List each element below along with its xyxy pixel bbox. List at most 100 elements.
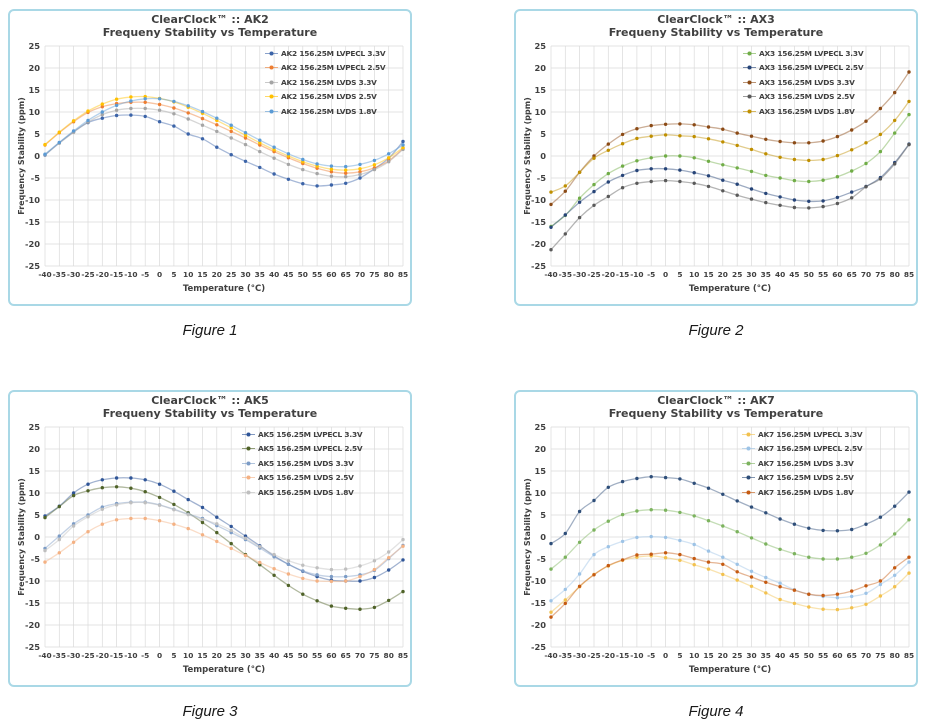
legend-marker-icon [242,446,255,451]
svg-text:-25: -25 [587,270,600,279]
svg-text:-10: -10 [630,270,643,279]
legend-marker-icon [265,65,278,70]
svg-text:-15: -15 [25,598,40,608]
svg-text:55: 55 [818,270,828,279]
svg-text:-40: -40 [544,270,557,279]
chart-subtitle: Frequeny Stability vs Temperature [608,407,824,420]
legend-item: AK2 156.25M LVPECL 3.3V [265,48,386,59]
svg-text:-10: -10 [531,195,546,205]
legend: AK2 156.25M LVPECL 3.3V AK2 156.25M LVPEC… [265,48,386,117]
svg-text:0: 0 [540,532,546,542]
svg-text:0: 0 [663,651,668,660]
svg-text:25: 25 [28,422,40,432]
legend-marker-icon [743,94,756,99]
legend-label: AK7 156.25M LVPECL 3.3V [758,430,863,439]
svg-text:-30: -30 [573,651,586,660]
svg-text:15: 15 [534,466,546,476]
svg-text:-5: -5 [141,651,149,660]
legend-marker-icon [743,109,756,114]
svg-text:65: 65 [341,651,351,660]
svg-text:-35: -35 [53,651,66,660]
svg-text:0: 0 [157,270,162,279]
chart-title: ClearClock™ :: AX3 [657,13,775,26]
svg-text:-40: -40 [544,651,557,660]
svg-text:50: 50 [804,270,814,279]
legend-marker-icon [742,461,755,466]
legend-item: AK5 156.25M LVDS 1.8V [242,487,362,498]
legend-label: AX3 156.25M LVDS 3.3V [759,77,855,87]
svg-text:-30: -30 [67,651,80,660]
svg-text:75: 75 [875,270,885,279]
legend-label: AK7 156.25M LVDS 3.3V [758,458,854,468]
svg-text:5: 5 [677,270,682,279]
svg-text:-35: -35 [53,270,66,279]
svg-text:10: 10 [689,651,699,660]
svg-text:-35: -35 [559,651,572,660]
svg-text:30: 30 [746,651,756,660]
svg-text:20: 20 [534,444,546,454]
svg-text:-15: -15 [616,651,629,660]
figure-caption-4: Figure 4 [688,703,744,720]
legend-item: AK5 156.25M LVDS 3.3V [242,458,362,469]
svg-text:-10: -10 [25,576,40,586]
svg-text:30: 30 [746,270,756,279]
svg-text:-5: -5 [647,270,655,279]
legend-item: AK2 156.25M LVDS 1.8V [265,106,385,117]
svg-text:-20: -20 [25,620,40,630]
svg-text:5: 5 [34,129,40,139]
svg-text:-10: -10 [124,270,137,279]
svg-text:80: 80 [384,270,394,279]
legend-label: AK5 156.25M LVPECL 2.5V [258,444,363,454]
legend-marker-icon [242,461,255,466]
legend-item: AK2 156.25M LVDS 2.5V [265,91,385,102]
svg-text:5: 5 [540,510,546,520]
svg-text:85: 85 [398,270,408,279]
svg-text:-15: -15 [25,217,40,227]
svg-text:15: 15 [197,651,207,660]
svg-text:-5: -5 [31,173,40,183]
legend-label: AK2 156.25M LVDS 1.8V [281,106,377,116]
svg-text:25: 25 [732,270,742,279]
chart-area: ClearClock™ :: AK7 Frequeny Stability vs… [516,392,916,685]
svg-text:10: 10 [534,488,546,498]
svg-text:25: 25 [732,651,742,660]
x-axis-title: Temperature (°C) [182,284,266,294]
svg-text:-5: -5 [537,173,546,183]
legend-marker-icon [265,94,278,99]
legend: AX3 156.25M LVPECL 3.3V AX3 156.25M LVPEC… [743,48,864,117]
svg-text:75: 75 [369,270,379,279]
svg-text:20: 20 [212,651,222,660]
svg-text:-10: -10 [630,651,643,660]
legend-marker-icon [265,109,278,114]
legend-marker-icon [742,432,755,437]
legend-label: AK7 156.25M LVDS 1.8V [758,487,854,497]
svg-text:55: 55 [312,270,322,279]
svg-text:-20: -20 [602,651,615,660]
svg-text:10: 10 [183,651,193,660]
figure-caption-1: Figure 1 [182,322,238,339]
svg-text:80: 80 [890,651,900,660]
legend-item: AK5 156.25M LVDS 2.5V [242,472,362,483]
chart-card-ax3: ClearClock™ :: AX3 Frequeny Stability vs… [514,9,918,306]
legend-label: AX3 156.25M LVDS 1.8V [759,106,855,116]
legend-item: AK2 156.25M LVPECL 2.5V [265,62,386,73]
legend-item: AX3 156.25M LVDS 1.8V [743,106,863,117]
legend-item: AK5 156.25M LVPECL 2.5V [242,443,363,454]
svg-text:-20: -20 [531,239,546,249]
svg-text:30: 30 [240,270,250,279]
svg-text:40: 40 [269,270,279,279]
svg-text:60: 60 [832,651,842,660]
legend-marker-icon [742,490,755,495]
svg-text:5: 5 [171,651,176,660]
svg-text:-35: -35 [559,270,572,279]
legend-label: AK2 156.25M LVPECL 3.3V [281,49,386,58]
svg-text:-20: -20 [602,270,615,279]
svg-text:0: 0 [34,532,40,542]
legend-item: AK5 156.25M LVPECL 3.3V [242,429,363,440]
svg-text:10: 10 [534,107,546,117]
svg-text:45: 45 [789,651,799,660]
svg-text:15: 15 [28,466,40,476]
legend: AK7 156.25M LVPECL 3.3V AK7 156.25M LVPEC… [742,429,863,498]
